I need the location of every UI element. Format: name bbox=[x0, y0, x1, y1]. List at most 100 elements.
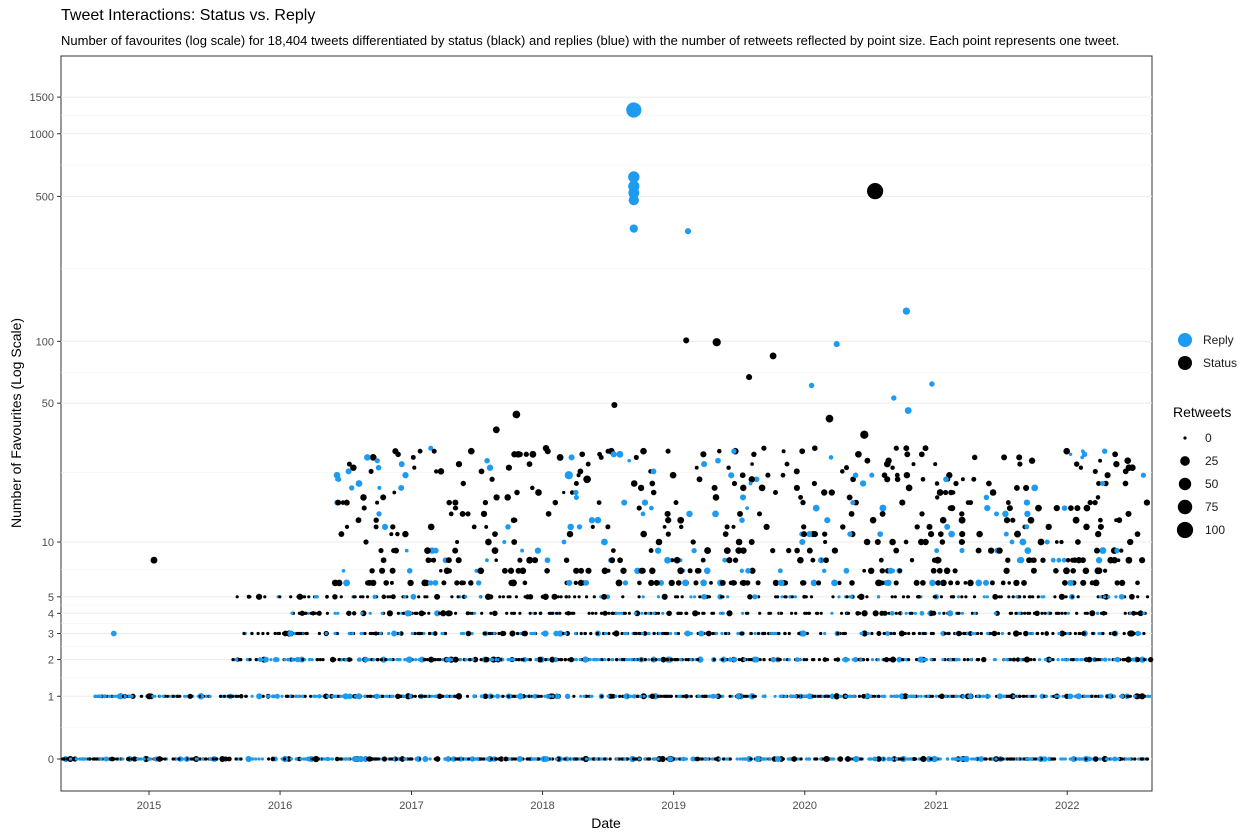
data-point bbox=[332, 694, 336, 698]
data-point bbox=[610, 658, 614, 662]
data-point bbox=[794, 611, 798, 615]
data-point bbox=[617, 757, 621, 761]
data-point bbox=[954, 757, 958, 761]
data-point bbox=[1097, 523, 1104, 530]
data-point bbox=[749, 757, 753, 761]
data-point bbox=[879, 610, 885, 616]
data-point bbox=[627, 611, 632, 615]
data-point bbox=[339, 694, 343, 698]
data-point bbox=[916, 694, 920, 698]
data-point bbox=[1137, 610, 1144, 617]
data-point bbox=[1023, 499, 1031, 506]
data-point bbox=[787, 658, 791, 662]
data-point bbox=[430, 694, 434, 698]
data-point bbox=[657, 631, 662, 636]
data-point bbox=[93, 757, 97, 761]
data-point bbox=[975, 547, 982, 554]
data-point bbox=[389, 532, 394, 537]
data-point bbox=[1023, 656, 1031, 663]
data-point bbox=[881, 472, 888, 479]
data-point bbox=[780, 595, 784, 599]
data-point bbox=[844, 694, 848, 698]
y-tick-label: 1500 bbox=[30, 92, 54, 104]
data-point bbox=[704, 547, 712, 555]
data-point bbox=[948, 489, 954, 496]
data-point bbox=[942, 611, 946, 615]
data-point bbox=[835, 658, 839, 662]
data-point bbox=[626, 102, 642, 118]
data-point bbox=[291, 694, 295, 698]
data-point bbox=[950, 694, 954, 698]
data-point bbox=[700, 579, 707, 587]
data-point bbox=[391, 694, 395, 698]
data-point bbox=[1031, 631, 1035, 636]
data-point bbox=[1143, 499, 1151, 506]
data-point bbox=[346, 461, 352, 467]
data-point bbox=[566, 611, 571, 616]
data-point bbox=[1084, 757, 1088, 761]
data-point bbox=[508, 757, 512, 761]
data-point bbox=[381, 594, 387, 600]
data-point bbox=[806, 531, 813, 538]
data-point bbox=[363, 539, 369, 545]
data-point bbox=[918, 451, 925, 458]
data-point bbox=[1096, 480, 1102, 487]
data-point bbox=[1064, 595, 1068, 599]
data-point bbox=[596, 500, 602, 506]
data-point bbox=[661, 631, 665, 636]
data-point bbox=[635, 694, 640, 698]
data-point bbox=[778, 579, 785, 587]
legend-status-label: Status bbox=[1203, 356, 1237, 370]
data-point bbox=[687, 658, 691, 662]
data-point bbox=[248, 595, 252, 599]
data-point bbox=[1112, 451, 1118, 458]
data-point bbox=[611, 401, 618, 409]
data-point bbox=[579, 451, 586, 458]
y-tick-label: 1000 bbox=[30, 129, 54, 141]
data-point bbox=[1108, 694, 1112, 698]
data-point bbox=[1060, 658, 1065, 662]
data-point bbox=[719, 579, 726, 586]
data-point bbox=[601, 567, 609, 575]
data-point bbox=[996, 693, 1003, 700]
data-point bbox=[615, 579, 623, 587]
data-point bbox=[712, 494, 720, 501]
data-point bbox=[948, 580, 954, 586]
data-point bbox=[965, 500, 971, 505]
data-point bbox=[1033, 757, 1037, 761]
data-point bbox=[817, 694, 821, 698]
data-point bbox=[852, 694, 856, 698]
data-point bbox=[1126, 694, 1130, 698]
data-point bbox=[312, 694, 316, 698]
data-point bbox=[960, 539, 966, 545]
data-point bbox=[972, 595, 977, 599]
data-point bbox=[939, 595, 944, 599]
data-point bbox=[1058, 593, 1065, 600]
data-point bbox=[680, 595, 684, 599]
data-point bbox=[720, 631, 724, 636]
data-point bbox=[260, 757, 264, 761]
data-point bbox=[1125, 556, 1133, 564]
data-point bbox=[694, 757, 698, 761]
data-point bbox=[171, 757, 175, 761]
data-point bbox=[889, 694, 893, 698]
data-point bbox=[814, 611, 819, 615]
data-point bbox=[513, 757, 517, 761]
data-points bbox=[61, 102, 1154, 763]
data-point bbox=[962, 631, 967, 636]
data-point bbox=[551, 694, 555, 698]
data-point bbox=[480, 510, 488, 518]
data-point bbox=[407, 579, 414, 587]
data-point bbox=[200, 757, 205, 761]
data-point bbox=[623, 611, 627, 615]
data-point bbox=[534, 757, 538, 761]
data-point bbox=[931, 755, 938, 763]
data-point bbox=[158, 694, 162, 698]
data-point bbox=[982, 579, 990, 586]
data-point bbox=[1040, 557, 1046, 563]
data-point bbox=[455, 460, 463, 468]
data-point bbox=[564, 595, 568, 599]
data-point bbox=[968, 631, 972, 636]
data-point bbox=[1119, 548, 1124, 553]
data-point bbox=[714, 631, 719, 636]
